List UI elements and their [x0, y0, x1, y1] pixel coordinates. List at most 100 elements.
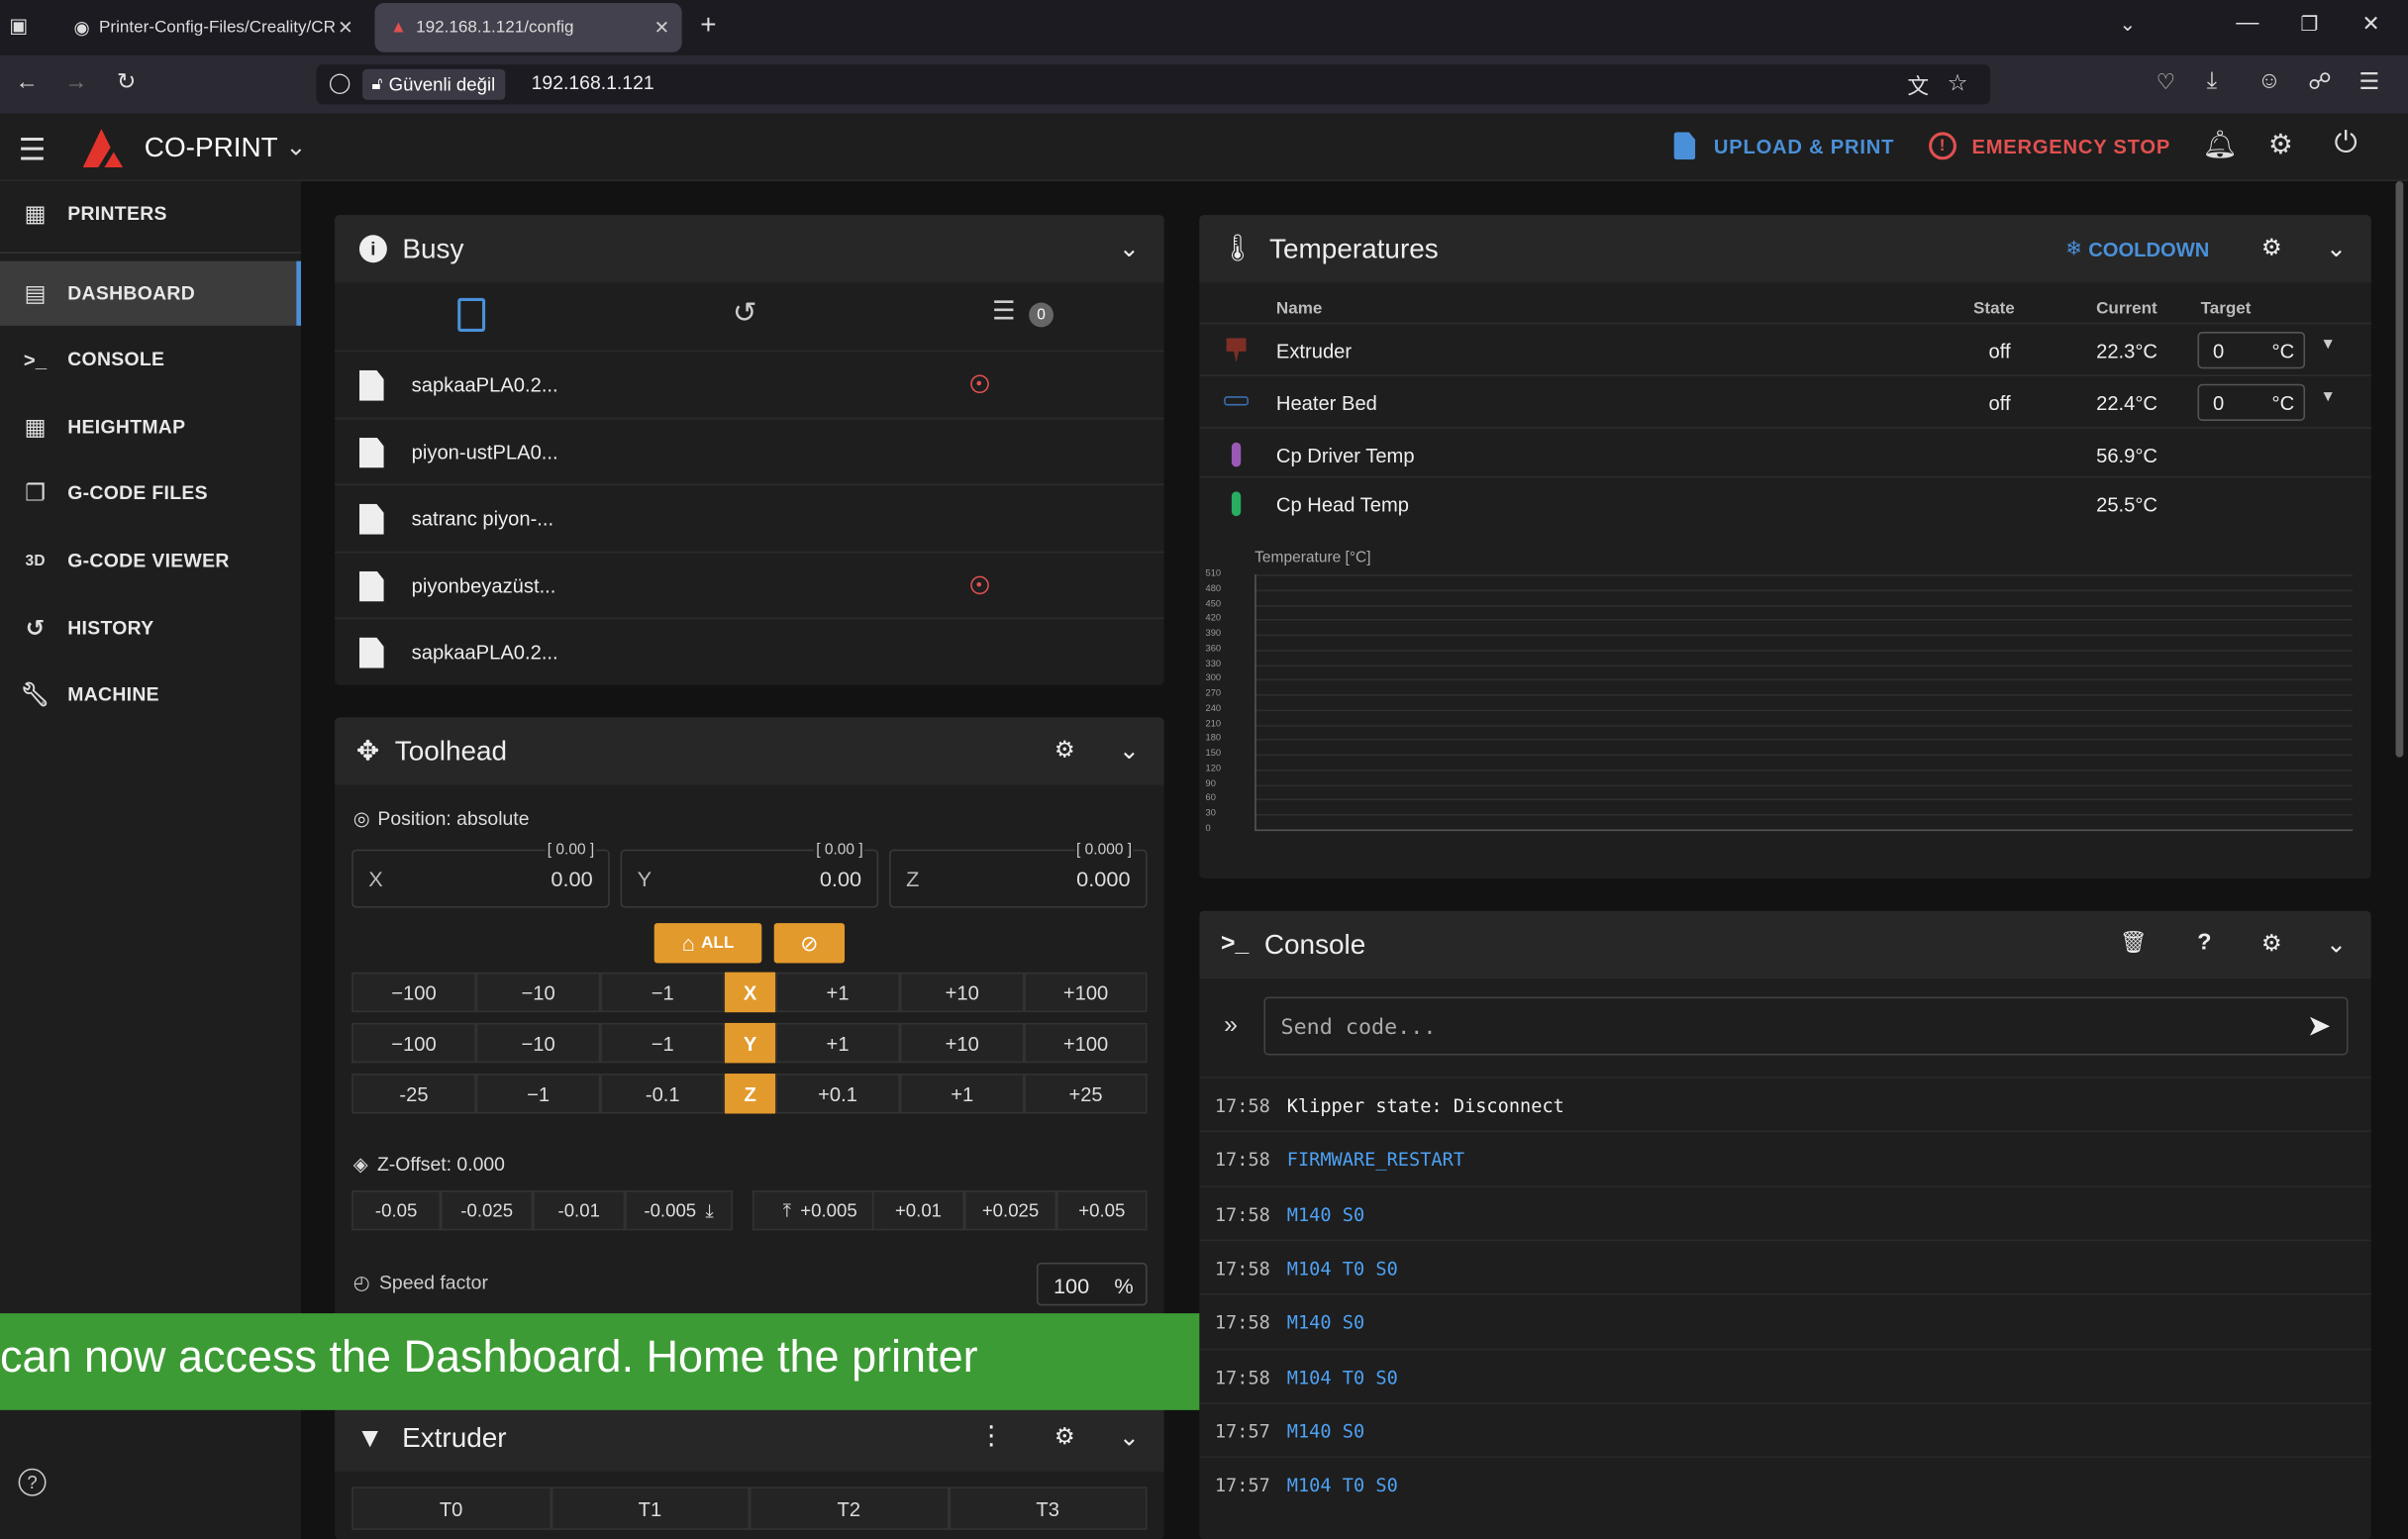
- emergency-stop-button[interactable]: ! EMERGENCY STOP: [1929, 132, 2170, 160]
- settings-gear-icon[interactable]: ⚙: [2267, 129, 2293, 160]
- tab-files-icon[interactable]: [457, 297, 486, 333]
- minimize-icon[interactable]: —: [2236, 9, 2259, 36]
- browser-tab-config[interactable]: ▲ 192.168.1.121/config ✕: [374, 3, 682, 52]
- bookmark-star-icon[interactable]: ☆: [1947, 70, 1968, 97]
- console-command-link[interactable]: M140 S0: [1286, 1203, 1365, 1226]
- sidebar-item-printers[interactable]: ▦ PRINTERS: [0, 183, 301, 245]
- jog-step-button[interactable]: −10: [475, 1022, 601, 1064]
- y-position-field[interactable]: Y 0.00 [ 0.00 ]: [620, 841, 879, 908]
- brand-name[interactable]: CO-PRINT: [144, 132, 278, 163]
- jog-step-button[interactable]: −1: [475, 1074, 601, 1114]
- console-command-link[interactable]: M140 S0: [1286, 1311, 1365, 1334]
- jog-step-button[interactable]: +0.1: [775, 1074, 900, 1114]
- tool-button[interactable]: T2: [749, 1487, 949, 1530]
- close-tab-icon[interactable]: ✕: [338, 17, 353, 39]
- console-command-link[interactable]: M104 T0 S0: [1286, 1475, 1398, 1496]
- collapse-chevron-icon[interactable]: ⌄: [1119, 1425, 1140, 1452]
- close-window-icon[interactable]: ✕: [2361, 10, 2380, 36]
- file-list-item[interactable]: sapkaaPLA0.2...: [335, 350, 1164, 417]
- page-scrollbar[interactable]: [2395, 181, 2404, 758]
- jog-step-button[interactable]: +25: [1024, 1074, 1148, 1114]
- back-icon[interactable]: ←: [15, 68, 39, 96]
- zoffset-step-button[interactable]: ⤒ +0.005: [752, 1190, 888, 1231]
- jog-step-button[interactable]: +1: [775, 1022, 900, 1064]
- chevron-down-icon[interactable]: ⌄: [2119, 12, 2137, 36]
- jog-step-button[interactable]: +10: [899, 972, 1025, 1013]
- send-icon[interactable]: ➤: [2306, 1010, 2332, 1044]
- account-icon[interactable]: ☺: [2257, 67, 2281, 94]
- help-icon[interactable]: ?: [18, 1468, 47, 1496]
- jog-step-button[interactable]: +100: [1024, 1022, 1148, 1064]
- jog-step-button[interactable]: −1: [600, 972, 726, 1013]
- bell-icon[interactable]: 🔔︎: [2202, 129, 2238, 160]
- jog-step-button[interactable]: +1: [899, 1074, 1025, 1114]
- motors-off-button[interactable]: ⊘: [773, 923, 846, 964]
- tool-button[interactable]: T1: [551, 1487, 750, 1530]
- console-command-link[interactable]: M140 S0: [1286, 1420, 1365, 1443]
- sidebar-item-gcode-files[interactable]: ❐ G-CODE FILES: [0, 462, 301, 524]
- zoffset-step-button[interactable]: -0.005 ⤓: [625, 1190, 733, 1231]
- file-list-item[interactable]: piyonbeyazüst...: [335, 551, 1164, 617]
- zoffset-step-button[interactable]: +0.01: [871, 1190, 965, 1231]
- toolhead-settings-icon[interactable]: ⚙: [1054, 737, 1075, 764]
- file-list-item[interactable]: satranc piyon-...: [335, 483, 1164, 551]
- jog-axis-y[interactable]: Y: [725, 1022, 776, 1064]
- jog-step-button[interactable]: -0.1: [600, 1074, 726, 1114]
- pocket-icon[interactable]: ♡: [2156, 68, 2176, 94]
- zoffset-step-button[interactable]: -0.01: [533, 1190, 626, 1231]
- zoffset-step-button[interactable]: -0.025: [441, 1190, 534, 1231]
- jog-step-button[interactable]: −10: [475, 972, 601, 1013]
- home-all-button[interactable]: ⌂ ALL: [653, 923, 762, 964]
- reload-icon[interactable]: ↻: [116, 68, 137, 96]
- console-command-link[interactable]: M104 T0 S0: [1286, 1258, 1398, 1280]
- hamburger-menu-icon[interactable]: ☰: [18, 133, 47, 168]
- sidebar-item-heightmap[interactable]: ▦ HEIGHTMAP: [0, 396, 301, 458]
- jog-axis-z[interactable]: Z: [725, 1074, 776, 1114]
- extensions-icon[interactable]: ☍: [2308, 68, 2332, 96]
- position-mode[interactable]: ◎ Position: absolute: [353, 806, 530, 829]
- trash-icon[interactable]: 🗑︎: [2119, 929, 2148, 955]
- jog-axis-x[interactable]: X: [725, 972, 776, 1013]
- target-temp-input[interactable]: 0 °C: [2197, 383, 2306, 421]
- cooldown-button[interactable]: ❄ COOLDOWN: [2065, 237, 2209, 261]
- tab-list-icon[interactable]: ▣: [9, 13, 29, 38]
- console-command-link[interactable]: M104 T0 S0: [1286, 1366, 1398, 1388]
- expand-double-chevron-icon[interactable]: »: [1224, 1012, 1238, 1039]
- console-settings-icon[interactable]: ⚙: [2260, 930, 2282, 958]
- url-text[interactable]: 192.168.1.121: [531, 71, 654, 94]
- preset-dropdown-icon[interactable]: ▼: [2320, 336, 2336, 354]
- sidebar-item-gcode-viewer[interactable]: 3D G-CODE VIEWER: [0, 530, 301, 591]
- help-icon[interactable]: ?: [2197, 929, 2212, 956]
- sidebar-item-history[interactable]: ↺ HISTORY: [0, 597, 301, 659]
- url-bar[interactable]: ◯ 🔓︎ Güvenli değil 192.168.1.121 文 ☆: [316, 64, 1991, 105]
- preset-dropdown-icon[interactable]: ▼: [2320, 388, 2336, 406]
- target-temp-input[interactable]: 0 °C: [2197, 332, 2306, 369]
- upload-print-button[interactable]: UPLOAD & PRINT: [1673, 132, 1895, 160]
- close-tab-icon[interactable]: ✕: [653, 17, 670, 39]
- security-chip[interactable]: 🔓︎ Güvenli değil: [362, 68, 505, 100]
- console-command-link[interactable]: FIRMWARE_RESTART: [1286, 1149, 1465, 1172]
- temperatures-settings-icon[interactable]: ⚙: [2260, 235, 2282, 261]
- new-tab-icon[interactable]: +: [700, 9, 717, 41]
- tool-button[interactable]: T3: [948, 1487, 1148, 1530]
- tool-button[interactable]: T0: [351, 1487, 552, 1530]
- collapse-chevron-icon[interactable]: ⌄: [2326, 932, 2347, 959]
- sidebar-item-dashboard[interactable]: ▤ DASHBOARD: [0, 260, 301, 326]
- translate-icon[interactable]: 文: [1907, 73, 1930, 99]
- browser-tab-github[interactable]: ◉ Printer-Config-Files/Creality/CR ✕: [58, 3, 365, 52]
- more-vert-icon[interactable]: ⋮: [977, 1420, 1005, 1451]
- jog-step-button[interactable]: −100: [351, 972, 476, 1013]
- collapse-chevron-icon[interactable]: ⌄: [1119, 739, 1140, 766]
- sidebar-item-machine[interactable]: 🔧︎ MACHINE: [0, 664, 301, 725]
- speed-factor-input[interactable]: 100 %: [1036, 1262, 1148, 1306]
- console-input[interactable]: Send code... ➤: [1263, 996, 2349, 1056]
- tab-queue-icon[interactable]: ☰: [991, 296, 1016, 326]
- tab-history-icon[interactable]: ↺: [732, 297, 757, 331]
- jog-step-button[interactable]: -25: [351, 1074, 476, 1114]
- jog-step-button[interactable]: +100: [1024, 972, 1148, 1013]
- zoffset-step-button[interactable]: +0.05: [1056, 1190, 1148, 1231]
- jog-step-button[interactable]: −1: [600, 1022, 726, 1064]
- zoffset-step-button[interactable]: -0.05: [351, 1190, 442, 1231]
- brand-chevron-icon[interactable]: ⌄: [285, 135, 307, 161]
- collapse-chevron-icon[interactable]: ⌄: [2326, 236, 2347, 263]
